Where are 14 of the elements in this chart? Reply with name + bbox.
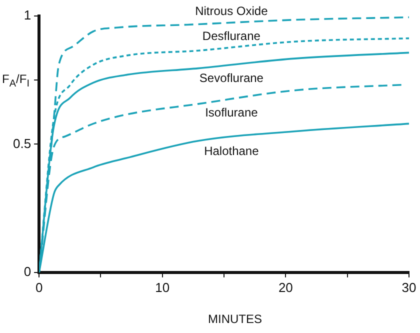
- x-tick-label: 0: [35, 280, 43, 295]
- y-tick-label: 0.5: [12, 136, 32, 151]
- series-label: Isoflurane: [205, 106, 258, 120]
- x-tick-label: 10: [155, 280, 170, 295]
- y-tick-label: 1: [24, 8, 32, 23]
- y-axis-title: F$_{A}$/F$_{I}$: [2, 72, 30, 90]
- x-tick-label: 30: [402, 280, 416, 295]
- series-label: Sevoflurane: [199, 71, 264, 86]
- series-label: Halothane: [204, 144, 260, 158]
- series-label: Nitrous Oxide: [195, 4, 268, 18]
- x-tick-label: 20: [278, 280, 293, 295]
- series-label: Desflurane: [202, 28, 261, 43]
- x-axis-title: MINUTES: [207, 312, 263, 326]
- y-tick-label: 0: [24, 264, 32, 279]
